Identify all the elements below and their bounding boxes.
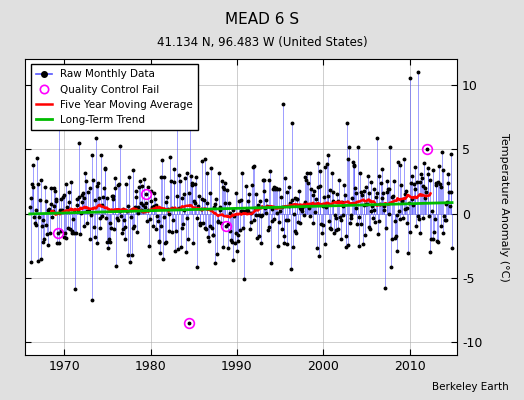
Text: 41.134 N, 96.483 W (United States): 41.134 N, 96.483 W (United States) xyxy=(157,36,367,49)
Text: MEAD 6 S: MEAD 6 S xyxy=(225,12,299,27)
Y-axis label: Temperature Anomaly (°C): Temperature Anomaly (°C) xyxy=(499,133,509,282)
Text: Berkeley Earth: Berkeley Earth xyxy=(432,382,508,392)
Legend: Raw Monthly Data, Quality Control Fail, Five Year Moving Average, Long-Term Tren: Raw Monthly Data, Quality Control Fail, … xyxy=(31,64,198,130)
